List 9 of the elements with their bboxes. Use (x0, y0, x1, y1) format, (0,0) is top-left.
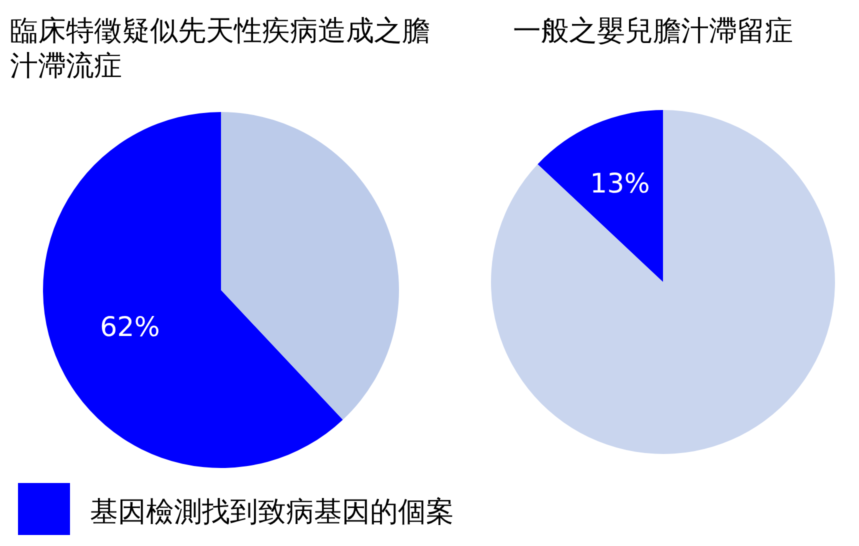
data-label: 13% (590, 168, 650, 200)
pie-slice (538, 110, 663, 282)
pie-slice (221, 112, 399, 420)
pie-slice (43, 112, 343, 468)
data-label: 62% (100, 312, 160, 344)
chart-title: 臨床特徵疑似先天性疾病造成之膽汁滯流症 (10, 14, 430, 82)
chart-title: 一般之嬰兒膽汁滯留症 (513, 14, 793, 47)
legend-label: 基因檢測找到致病基因的個案 (90, 495, 454, 528)
pie-slice (491, 110, 835, 454)
